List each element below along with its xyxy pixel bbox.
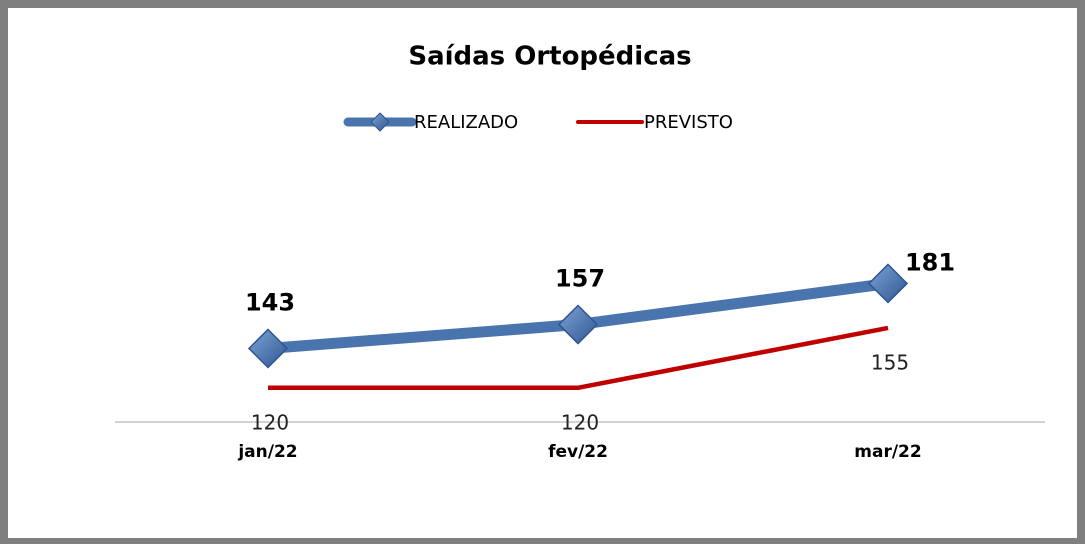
legend-label: PREVISTO	[644, 112, 733, 133]
data-label: 120	[561, 410, 599, 434]
data-label: 181	[905, 248, 955, 276]
x-tick-label: jan/22	[237, 442, 297, 462]
series-line	[268, 325, 889, 391]
chart-title: Saídas Ortopédicas	[408, 42, 691, 72]
x-tick-label: fev/22	[548, 442, 608, 462]
marker	[867, 263, 909, 304]
marker	[557, 304, 599, 345]
legend-marker	[370, 112, 390, 132]
data-label: 155	[871, 350, 909, 374]
data-label: 157	[555, 265, 605, 293]
marker	[247, 328, 289, 369]
data-label: 120	[251, 410, 289, 434]
legend-label: REALIZADO	[414, 112, 518, 133]
data-label: 143	[245, 288, 295, 316]
x-tick-label: mar/22	[854, 442, 921, 462]
